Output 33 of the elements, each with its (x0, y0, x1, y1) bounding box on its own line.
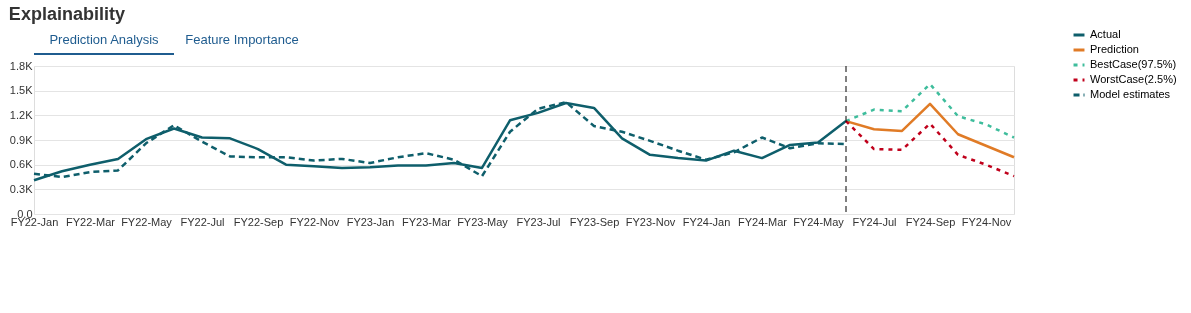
x-tick-label: FY22-Nov (289, 215, 340, 228)
x-tick-label: FY23-May (457, 215, 509, 228)
line-series (844, 82, 1016, 139)
legend-label: Model estimates (1090, 88, 1171, 100)
legend-label: BestCase(97.5%) (1090, 58, 1177, 70)
y-tick-label: 1.5K (9, 84, 34, 97)
x-tick-label: FY22-May (121, 215, 173, 228)
x-tick-label: FY23-Mar (402, 215, 452, 228)
x-tick-label: FY23-Nov (625, 215, 676, 228)
text: Prediction Analysis (49, 32, 160, 47)
x-tick-label: FY23-Sep (569, 215, 620, 228)
legend-label: WorstCase(2.5%) (1090, 73, 1177, 85)
line-series (844, 119, 1016, 178)
text: Feature Importance (185, 32, 299, 47)
x-tick-label: FY24-Jan (682, 215, 731, 228)
x-tick-label: FY23-Jul (516, 215, 561, 228)
x-tick-label: FY24-Jul (852, 215, 897, 228)
y-tick-label: 1.2K (9, 108, 34, 121)
legend-label: Actual (1090, 28, 1121, 40)
y-tick-label: 0.6K (9, 158, 34, 171)
chart-title: Explainability (8, 4, 125, 24)
x-tick-label: FY22-Jul (180, 215, 225, 228)
y-tick-label: 0.3K (9, 182, 34, 195)
x-tick-label: FY23-Jan (346, 215, 395, 228)
x-tick-label: FY24-May (793, 215, 845, 228)
legend-label: Prediction (1090, 43, 1139, 55)
x-tick-label: FY22-Mar (66, 215, 116, 228)
y-tick-label: 0.9K (9, 133, 34, 146)
x-tick-label: FY24-Mar (738, 215, 788, 228)
x-tick-label: FY24-Sep (905, 215, 956, 228)
x-tick-label: FY22-Sep (233, 215, 284, 228)
x-tick-label: FY24-Nov (961, 215, 1012, 228)
y-tick-label: 1.8K (9, 59, 34, 72)
